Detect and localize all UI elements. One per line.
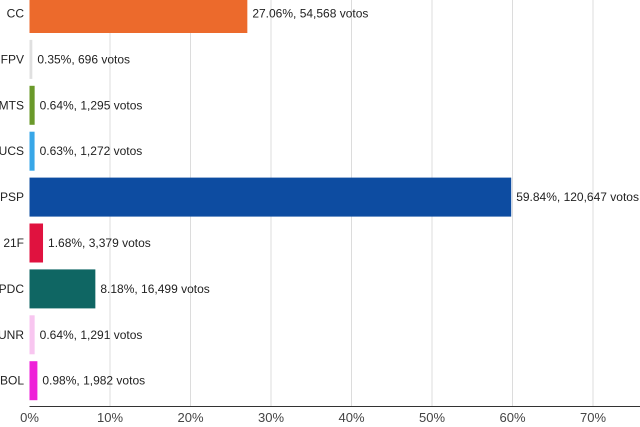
x-tick-label: 50%: [419, 410, 445, 425]
category-label: UNR: [0, 328, 24, 342]
category-label: MTS: [0, 98, 24, 112]
x-tick-label: 60%: [499, 410, 525, 425]
bar-cc: [29, 0, 248, 33]
data-label: 59.84%, 120,647 votos: [516, 190, 639, 204]
data-label: 27.06%, 54,568 votos: [252, 7, 368, 21]
data-label: 0.64%, 1,295 votos: [40, 98, 143, 112]
data-label: 1.68%, 3,379 votos: [48, 236, 151, 250]
category-label: BOL: [0, 374, 24, 388]
category-label: UCS: [0, 144, 24, 158]
data-label: 8.18%, 16,499 votos: [100, 282, 209, 296]
bar-bol: [29, 361, 38, 401]
category-label: CC: [7, 7, 25, 21]
category-label: 21F: [3, 236, 24, 250]
data-label: 0.63%, 1,272 votos: [40, 144, 143, 158]
category-labels: CC FPV MTS UCS PSP 21F PDC UNR BOL: [0, 7, 24, 388]
bar-psp: [29, 177, 512, 217]
x-tick-label: 70%: [580, 410, 606, 425]
bar-fpv: [29, 39, 33, 79]
data-label: 0.64%, 1,291 votos: [40, 328, 143, 342]
x-tick-label: 40%: [338, 410, 364, 425]
category-label: PDC: [0, 282, 24, 296]
category-label: FPV: [1, 52, 24, 66]
x-tick-label: 20%: [177, 410, 203, 425]
x-tick-label: 0%: [20, 410, 39, 425]
bars: [29, 0, 512, 401]
x-tick-label: 30%: [258, 410, 284, 425]
x-tick-label: 10%: [97, 410, 123, 425]
x-axis-ticks: 0% 10% 20% 30% 40% 50% 60% 70%: [20, 410, 606, 425]
bar-21f: [29, 223, 44, 263]
bar-mts: [29, 85, 35, 125]
bar-unr: [29, 315, 35, 355]
bar-ucs: [29, 131, 35, 171]
data-labels: 27.06%, 54,568 votos 0.35%, 696 votos 0.64…: [37, 7, 639, 388]
data-label: 0.35%, 696 votos: [37, 52, 130, 66]
data-label: 0.98%, 1,982 votos: [42, 374, 145, 388]
category-label: PSP: [0, 190, 24, 204]
bar-pdc: [29, 269, 96, 309]
